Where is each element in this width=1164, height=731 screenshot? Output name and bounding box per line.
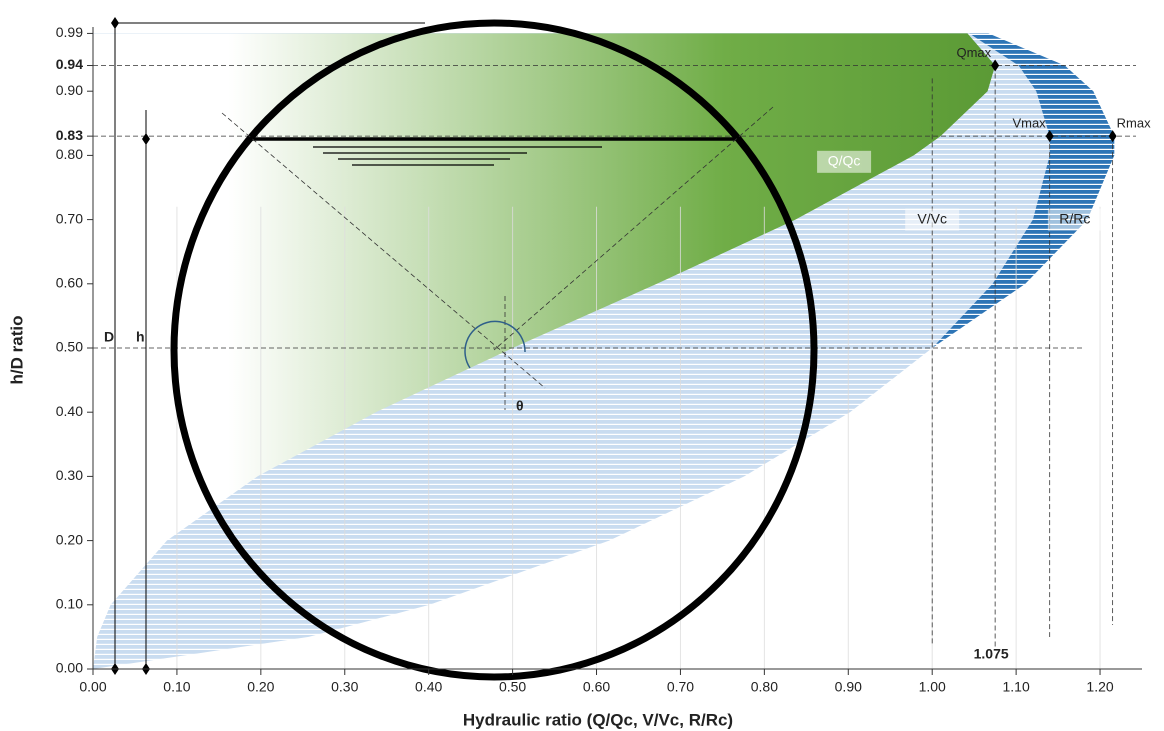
- x-tick-label: 0.50: [499, 679, 526, 695]
- y-tick-label: 0.70: [56, 210, 83, 226]
- annotation: h: [136, 329, 145, 345]
- series-label: V/Vc: [917, 210, 947, 226]
- series-label: Q/Qc: [828, 153, 861, 169]
- x-tick-label: 0.00: [79, 679, 106, 695]
- x-tick-label: 0.20: [247, 679, 274, 695]
- point-label: Qmax: [956, 45, 991, 60]
- annotation: D: [104, 329, 114, 345]
- point-label: Vmax: [1012, 116, 1046, 131]
- y-tick-label: 0.50: [56, 339, 83, 355]
- y-tick-label: 0.94: [56, 56, 83, 72]
- annotation: θ: [516, 398, 524, 414]
- y-tick-label: 0.90: [56, 82, 83, 98]
- x-tick-label: 0.30: [331, 679, 358, 695]
- y-tick-label: 0.00: [56, 660, 83, 676]
- x-tick-label: 0.60: [583, 679, 610, 695]
- y-tick-label: 0.30: [56, 467, 83, 483]
- chart: Qmax Vmax Rmax 1.075 R/Rc V/Vc Q/Qc D h θ Hydr…: [0, 0, 1164, 731]
- y-tick-label: 0.83: [56, 127, 83, 143]
- y-tick-label: 0.60: [56, 275, 83, 291]
- y-axis-title: h/D ratio: [7, 316, 26, 385]
- y-tick-label: 0.10: [56, 596, 83, 612]
- series-label: R/Rc: [1059, 210, 1090, 226]
- y-tick-label: 0.99: [56, 24, 83, 40]
- x-tick-label: 1.20: [1086, 679, 1113, 695]
- point-label: Rmax: [1117, 116, 1151, 131]
- y-tick-label: 0.80: [56, 146, 83, 162]
- x-tick-label: 0.10: [163, 679, 190, 695]
- y-tick-label: 0.40: [56, 403, 83, 419]
- point-value: 1.075: [974, 646, 1009, 662]
- x-axis-title: Hydraulic ratio (Q/Qc, V/Vc, R/Rc): [463, 710, 733, 729]
- x-tick-label: 0.90: [835, 679, 862, 695]
- x-tick-label: 1.10: [1002, 679, 1029, 695]
- x-tick-label: 0.70: [667, 679, 694, 695]
- x-tick-label: 1.00: [919, 679, 946, 695]
- x-tick-label: 0.40: [415, 679, 442, 695]
- x-tick-label: 0.80: [751, 679, 778, 695]
- y-tick-label: 0.20: [56, 531, 83, 547]
